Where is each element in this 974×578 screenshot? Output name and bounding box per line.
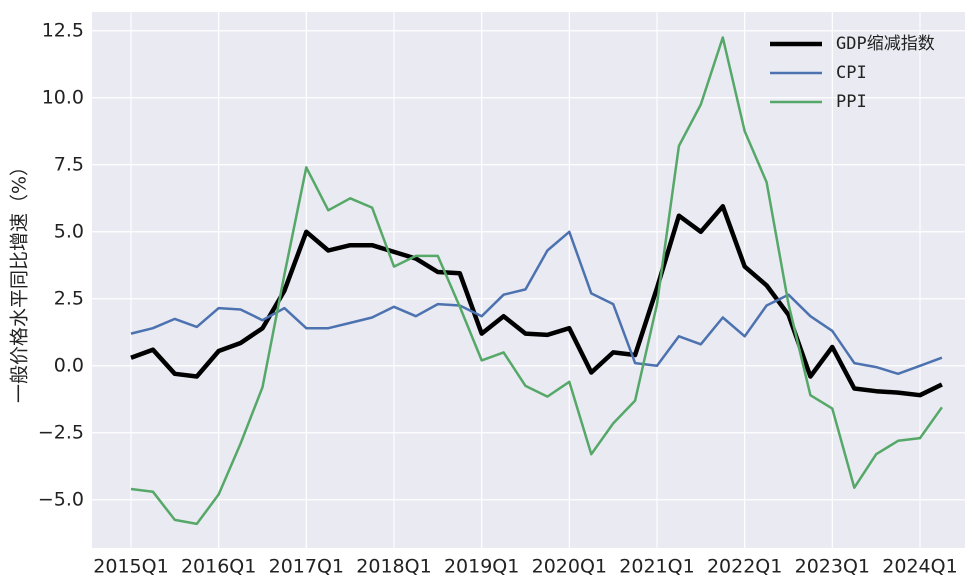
x-tick-label: 2021Q1 — [619, 556, 694, 578]
legend-label: GDP缩减指数 — [836, 34, 935, 54]
x-tick-label: 2015Q1 — [93, 556, 168, 578]
y-tick-label: 12.5 — [42, 19, 84, 41]
data-line — [130, 230, 943, 376]
x-tick-label: 2022Q1 — [707, 556, 782, 578]
data-line — [130, 36, 943, 526]
y-tick-label: 10.0 — [42, 86, 84, 108]
x-tick-label: 2023Q1 — [795, 556, 870, 578]
y-tick-label: 0.0 — [54, 354, 84, 376]
legend-label: CPI — [836, 63, 867, 83]
x-tick-label: 2024Q1 — [882, 556, 957, 578]
y-tick-label: 7.5 — [54, 153, 84, 175]
y-tick-label: −5.0 — [38, 488, 84, 510]
y-axis-label: 一般价格水平同比增速（%） — [9, 157, 31, 403]
legend-label: PPI — [836, 92, 867, 112]
y-tick-label: −2.5 — [38, 421, 84, 443]
x-tick-label: 2016Q1 — [181, 556, 256, 578]
x-tick-label: 2020Q1 — [532, 556, 607, 578]
y-tick-label: 2.5 — [54, 287, 84, 309]
x-tick-label: 2018Q1 — [356, 556, 431, 578]
plot-area — [92, 12, 965, 548]
x-tick-label: 2019Q1 — [444, 556, 519, 578]
x-tick-label: 2017Q1 — [269, 556, 344, 578]
y-tick-label: 5.0 — [54, 220, 84, 242]
data-line — [130, 204, 943, 398]
